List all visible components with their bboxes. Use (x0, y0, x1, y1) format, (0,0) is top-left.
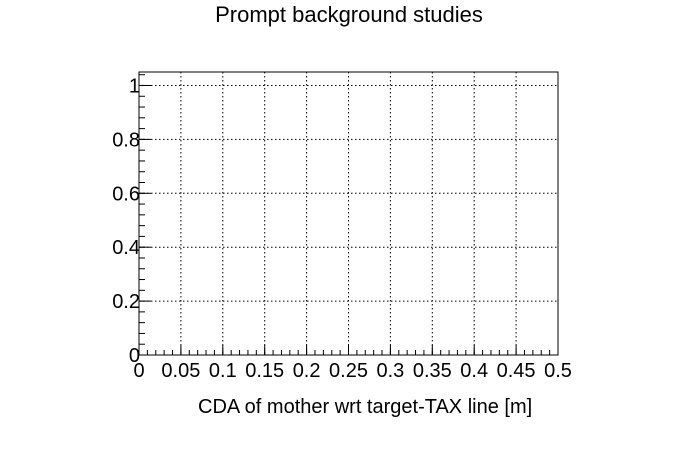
x-tick-label: 0.05 (161, 360, 200, 382)
x-tick-label: 0.2 (293, 360, 321, 382)
y-tick-label: 0.2 (112, 291, 140, 313)
chart-title: Prompt background studies (215, 2, 483, 27)
y-tick-label: 1 (129, 75, 140, 97)
x-tick-label: 0.4 (460, 360, 488, 382)
x-axis: 0 0.05 0.1 0.15 0.2 0.25 0.3 0.35 0.4 0.45 0.5 (133, 345, 572, 382)
grid (139, 72, 558, 355)
y-axis: 0 0.2 0.4 0.6 0.8 1 (112, 74, 151, 367)
y-tick-label: 0.4 (112, 237, 140, 259)
x-tick-label: 0.45 (497, 360, 536, 382)
x-tick-label: 0.25 (329, 360, 368, 382)
x-tick-label: 0.15 (245, 360, 284, 382)
x-axis-label: CDA of mother wrt target-TAX line [m] (198, 396, 533, 418)
y-tick-label: 0.8 (112, 129, 140, 151)
x-tick-label: 0.5 (544, 360, 572, 382)
y-tick-label: 0.6 (112, 183, 140, 205)
x-tick-label: 0 (133, 360, 144, 382)
y-tick-label: 0 (129, 345, 140, 367)
x-tick-label: 0.35 (413, 360, 452, 382)
x-tick-label: 0.3 (376, 360, 404, 382)
x-tick-label: 0.1 (209, 360, 237, 382)
